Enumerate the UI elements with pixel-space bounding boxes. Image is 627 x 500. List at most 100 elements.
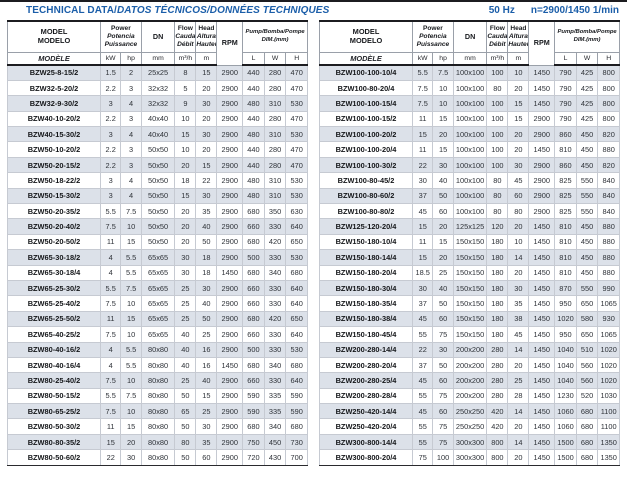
model-cell: BZW300-800-20/4 [319, 449, 413, 466]
table-row: BZW150-180-45/4 55 75 150x150 180 45 1450 950 65… [319, 326, 620, 343]
value-cell: 20 [195, 141, 218, 158]
value-cell: 1450 [528, 249, 556, 266]
table-row: BZW65-25-40/2 7.5 10 65x65 25 40 2900 660 330 640 [7, 295, 308, 312]
value-cell: 180 [486, 279, 509, 297]
model-cell: BZW65-40-25/2 [7, 326, 101, 343]
value-cell: 80x80 [140, 372, 176, 389]
table-row: BZW32-5-20/2 2.2 3 32x32 5 20 2900 440 280 470 [7, 79, 308, 97]
value-cell: 1450 [528, 218, 556, 235]
model-cell: BZW100-100-15/4 [319, 95, 413, 112]
model-cell: BZW65-25-40/2 [7, 295, 101, 312]
value-cell: 65x65 [140, 249, 176, 266]
value-cell: 810 [554, 264, 577, 281]
table-body-right: BZW100-100-10/4 5.5 7.5 100x100 100 10 1450 790… [319, 64, 620, 466]
value-cell: 2900 [528, 172, 556, 189]
value-cell: 530 [285, 341, 308, 358]
model-cell: BZW80-65-25/2 [7, 403, 101, 420]
value-cell: 40 [174, 356, 197, 374]
model-cell: BZW100-100-30/2 [319, 156, 413, 174]
value-cell: 800 [597, 95, 620, 112]
technical-table-left: MODEL MODELO Power Potencia Puissance DN… [7, 20, 308, 466]
value-cell: 150x150 [452, 279, 488, 297]
value-cell: 550 [575, 172, 599, 189]
value-cell: 50 [174, 418, 197, 435]
value-cell: 1450 [528, 387, 556, 405]
value-cell: 280 [263, 64, 287, 81]
value-cell: 22 [411, 156, 434, 174]
value-cell: 65x65 [140, 279, 176, 297]
table-row: BZW150-180-14/4 15 20 150x150 180 14 1450 810 45… [319, 249, 620, 266]
value-cell: 550 [575, 187, 599, 205]
frequency-info: 50 Hz n=2900/1450 1/min [489, 5, 619, 16]
value-cell: 2.2 [99, 79, 122, 97]
value-cell: 5.5 [411, 64, 434, 81]
value-cell: 150x150 [452, 249, 488, 266]
head-column-header: Head Altura Hauteur [507, 20, 530, 53]
unit-kw: kW [411, 51, 434, 66]
value-cell: 80 [486, 187, 509, 205]
value-cell: 310 [263, 187, 287, 205]
table-row: BZW65-40-25/2 7.5 10 65x65 40 25 2900 660 330 640 [7, 326, 308, 343]
value-cell: 37 [411, 187, 434, 205]
unit-w: W [263, 51, 287, 66]
value-cell: 4 [120, 187, 142, 205]
value-cell: 20 [432, 126, 454, 143]
value-cell: 800 [486, 433, 509, 451]
value-cell: 335 [263, 387, 287, 405]
value-cell: 2900 [216, 403, 244, 420]
value-cell: 80x80 [140, 387, 176, 405]
value-cell: 500 [242, 249, 265, 266]
table-row: BZW300-800-20/4 75 100 300x300 800 20 1450 1500… [319, 449, 620, 466]
value-cell: 560 [575, 372, 599, 389]
value-cell: 7.5 [120, 387, 142, 405]
model-cell: BZW32-5-20/2 [7, 79, 101, 97]
value-cell: 100x100 [452, 141, 488, 158]
value-cell: 3 [99, 172, 122, 189]
value-cell: 100x100 [452, 187, 488, 205]
value-cell: 480 [242, 187, 265, 205]
model-cell: BZW150-180-10/4 [319, 233, 413, 251]
model-cell: BZW40-10-20/2 [7, 110, 101, 128]
value-cell: 930 [597, 310, 620, 328]
table-row: BZW32-9-30/2 3 4 32x32 9 30 2900 480 310 530 [7, 95, 308, 112]
model-cell: BZW32-9-30/2 [7, 95, 101, 112]
value-cell: 14 [507, 341, 530, 358]
value-cell: 10 [507, 64, 530, 81]
rpm-column-header: RPM [528, 20, 556, 66]
value-cell: 640 [285, 279, 308, 297]
value-cell: 1450 [216, 264, 244, 281]
model-cell: BZW125-120-20/4 [319, 218, 413, 235]
tables-container: MODEL MODELO Power Potencia Puissance DN… [0, 19, 627, 466]
value-cell: 20 [507, 264, 530, 281]
value-cell: 35 [195, 433, 218, 451]
value-cell: 20 [174, 156, 197, 174]
model-cell: BZW150-180-35/4 [319, 295, 413, 312]
value-cell: 1.5 [99, 64, 122, 81]
unit-flow: m³/h [486, 51, 509, 66]
value-cell: 60 [507, 187, 530, 205]
table-row: BZW50-20-15/2 2.2 3 50x50 20 15 2900 440 280 470 [7, 156, 308, 174]
value-cell: 100 [486, 110, 509, 128]
model-cell: BZW100-100-15/2 [319, 110, 413, 128]
value-cell: 680 [285, 418, 308, 435]
value-cell: 20 [195, 79, 218, 97]
table-row: BZW65-30-18/2 4 5.5 65x65 30 18 2900 500 330 530 [7, 249, 308, 266]
table-row: BZW100-100-10/4 5.5 7.5 100x100 100 10 1450 790… [319, 64, 620, 81]
value-cell: 680 [242, 356, 265, 374]
table-header: MODEL MODELO Power Potencia Puissance DN… [7, 20, 308, 66]
value-cell: 45 [507, 172, 530, 189]
value-cell: 840 [597, 203, 620, 220]
unit-hp: hp [120, 51, 142, 66]
page-title-secondary: DATOS TÉCNICOS/DONNÉES TECHNIQUES [116, 5, 330, 16]
value-cell: 50 [195, 310, 218, 328]
value-cell: 25 [174, 372, 197, 389]
unit-h: H [285, 51, 308, 66]
value-cell: 790 [554, 110, 577, 128]
value-cell: 15 [411, 218, 434, 235]
value-cell: 1020 [597, 341, 620, 358]
value-cell: 450 [575, 249, 599, 266]
table-row: BZW50-10-20/2 2.2 3 50x50 10 20 2900 440 280 470 [7, 141, 308, 158]
value-cell: 10 [432, 79, 454, 97]
value-cell: 680 [285, 356, 308, 374]
model-cell: BZW50-20-35/2 [7, 203, 101, 220]
